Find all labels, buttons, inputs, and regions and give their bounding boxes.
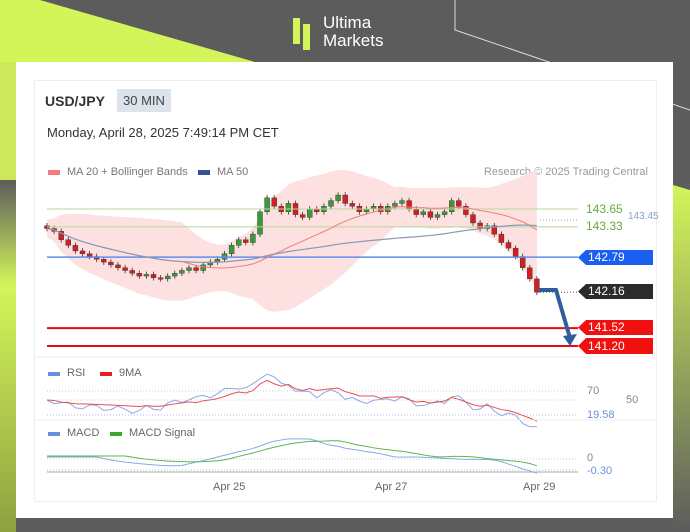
x-tick-apr29: Apr 29 xyxy=(523,481,556,493)
macd-swatch xyxy=(48,432,60,436)
candle-body xyxy=(157,277,164,280)
x-tick-apr27: Apr 27 xyxy=(375,481,408,493)
rsi-ma-line xyxy=(46,379,538,422)
ma20-legend-swatch xyxy=(48,170,60,175)
rsi-swatch xyxy=(48,372,60,376)
rsi-line xyxy=(46,373,537,428)
rsi-ma-swatch xyxy=(100,372,112,376)
candle-body xyxy=(413,208,419,215)
candle-body xyxy=(463,206,469,215)
candle-body xyxy=(420,211,426,215)
ma50-legend-swatch xyxy=(198,170,210,175)
candle-body xyxy=(434,214,441,218)
logo-text-1: Ultima xyxy=(323,13,372,32)
rsi-legend: RSI xyxy=(67,367,86,379)
candle-body xyxy=(399,200,405,204)
macd-signal-swatch xyxy=(110,432,122,436)
rsi-value: 19.58 xyxy=(587,409,615,421)
level-support2: 141.20 xyxy=(578,338,653,354)
level-support1: 141.52 xyxy=(578,320,653,335)
candle-body xyxy=(520,256,526,268)
candle-body xyxy=(193,267,199,271)
candle-body xyxy=(534,278,540,293)
candle-body xyxy=(342,194,348,204)
candle-body xyxy=(498,233,505,243)
candle-body xyxy=(271,197,277,207)
candle-body xyxy=(58,231,64,240)
candle-body xyxy=(257,211,263,235)
macd-zero: 0 xyxy=(587,452,594,464)
ma50-legend: MA 50 xyxy=(217,166,249,178)
candle-body xyxy=(477,222,483,229)
candle-body xyxy=(122,267,128,271)
macd-legend: MACD xyxy=(67,427,100,439)
candle-body xyxy=(299,214,306,218)
candle-body xyxy=(441,211,448,215)
candle-body xyxy=(136,273,143,277)
bollinger-band xyxy=(47,169,537,312)
candle-body xyxy=(335,194,341,201)
candle-body xyxy=(243,239,249,243)
candle-body xyxy=(264,197,270,212)
level-last-price: 142.16 xyxy=(578,284,653,299)
candle-body xyxy=(307,208,313,218)
candle-body xyxy=(235,239,242,246)
candle-body xyxy=(129,270,135,274)
timeframe-button[interactable]: 30 MIN xyxy=(117,89,171,112)
x-tick-apr25: Apr 25 xyxy=(213,481,246,493)
macd-line xyxy=(47,438,538,474)
candle-body xyxy=(285,203,292,212)
candle-body xyxy=(200,264,206,271)
macd-value: -0.30 xyxy=(587,465,613,477)
candle-body xyxy=(72,245,79,252)
candle-body xyxy=(349,203,355,207)
candle-body xyxy=(449,200,455,212)
candle-body xyxy=(491,225,497,235)
candle-body xyxy=(512,247,519,257)
datetime-label: Monday, April 28, 2025 7:49:14 PM CET xyxy=(47,125,279,140)
candle-body xyxy=(186,267,192,271)
rsi-70: 70 xyxy=(587,385,600,397)
candle-body xyxy=(527,267,533,280)
candle-body xyxy=(470,214,476,224)
level-resistance2: 143.65 xyxy=(586,202,623,216)
level-pivot: 142.79 xyxy=(578,250,653,265)
ma50-line xyxy=(46,224,537,263)
candle-body xyxy=(427,211,434,218)
candle-body xyxy=(115,264,121,268)
candle-body xyxy=(101,259,107,263)
candle-body xyxy=(456,200,462,207)
candle-body xyxy=(150,274,157,278)
ma20-legend: MA 20 + Bollinger Bands xyxy=(67,166,188,178)
candle-body xyxy=(328,200,334,207)
candle-body xyxy=(65,239,72,246)
symbol-label: USD/JPY xyxy=(45,93,105,109)
candle-body xyxy=(392,203,398,207)
candle-body xyxy=(79,250,86,254)
rsi-ma-legend: 9MA xyxy=(119,367,142,379)
rsi-50: 50 xyxy=(626,394,639,406)
forecast-arrow xyxy=(539,288,572,339)
candle-body xyxy=(228,245,235,254)
candle-body xyxy=(250,233,256,243)
level-resistance1: 143.33 xyxy=(586,219,623,233)
macd-signal-legend: MACD Signal xyxy=(129,427,196,439)
macd-signal-line xyxy=(47,440,538,467)
candle-body xyxy=(86,253,93,257)
candle-body xyxy=(143,274,150,277)
candle-body xyxy=(164,275,171,280)
level-ma50: 143.45 xyxy=(628,211,659,222)
candle-body xyxy=(108,261,114,266)
logo-icon xyxy=(293,18,310,50)
candle-body xyxy=(179,270,185,274)
candle-body xyxy=(505,242,512,249)
candle-body xyxy=(172,273,178,277)
logo-text-2: Markets xyxy=(323,31,384,50)
forecast-arrowhead xyxy=(563,334,577,346)
